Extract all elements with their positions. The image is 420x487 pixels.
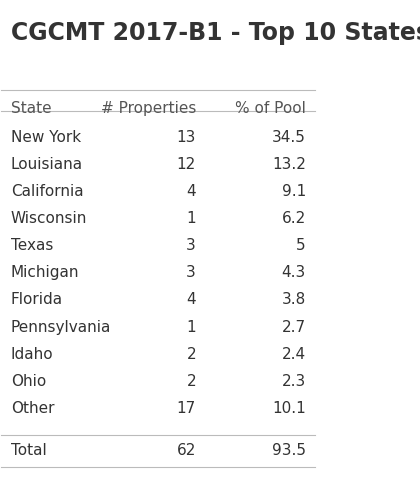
Text: 34.5: 34.5 <box>272 130 306 145</box>
Text: 4.3: 4.3 <box>282 265 306 281</box>
Text: 17: 17 <box>177 401 196 416</box>
Text: 2.3: 2.3 <box>282 374 306 389</box>
Text: 13: 13 <box>177 130 196 145</box>
Text: % of Pool: % of Pool <box>235 101 306 115</box>
Text: New York: New York <box>11 130 81 145</box>
Text: 4: 4 <box>186 184 196 199</box>
Text: Idaho: Idaho <box>11 347 53 362</box>
Text: Michigan: Michigan <box>11 265 79 281</box>
Text: 10.1: 10.1 <box>272 401 306 416</box>
Text: 2.7: 2.7 <box>282 319 306 335</box>
Text: Wisconsin: Wisconsin <box>11 211 87 226</box>
Text: 2.4: 2.4 <box>282 347 306 362</box>
Text: 1: 1 <box>186 211 196 226</box>
Text: Texas: Texas <box>11 238 53 253</box>
Text: # Properties: # Properties <box>101 101 196 115</box>
Text: Other: Other <box>11 401 54 416</box>
Text: State: State <box>11 101 51 115</box>
Text: 3.8: 3.8 <box>282 292 306 307</box>
Text: 9.1: 9.1 <box>282 184 306 199</box>
Text: 93.5: 93.5 <box>272 443 306 458</box>
Text: Total: Total <box>11 443 47 458</box>
Text: 3: 3 <box>186 238 196 253</box>
Text: 2: 2 <box>186 347 196 362</box>
Text: California: California <box>11 184 84 199</box>
Text: 62: 62 <box>177 443 196 458</box>
Text: Louisiana: Louisiana <box>11 157 83 172</box>
Text: 12: 12 <box>177 157 196 172</box>
Text: Florida: Florida <box>11 292 63 307</box>
Text: 6.2: 6.2 <box>282 211 306 226</box>
Text: 3: 3 <box>186 265 196 281</box>
Text: Ohio: Ohio <box>11 374 46 389</box>
Text: Pennsylvania: Pennsylvania <box>11 319 111 335</box>
Text: 2: 2 <box>186 374 196 389</box>
Text: CGCMT 2017-B1 - Top 10 States: CGCMT 2017-B1 - Top 10 States <box>11 21 420 45</box>
Text: 5: 5 <box>296 238 306 253</box>
Text: 1: 1 <box>186 319 196 335</box>
Text: 4: 4 <box>186 292 196 307</box>
Text: 13.2: 13.2 <box>272 157 306 172</box>
